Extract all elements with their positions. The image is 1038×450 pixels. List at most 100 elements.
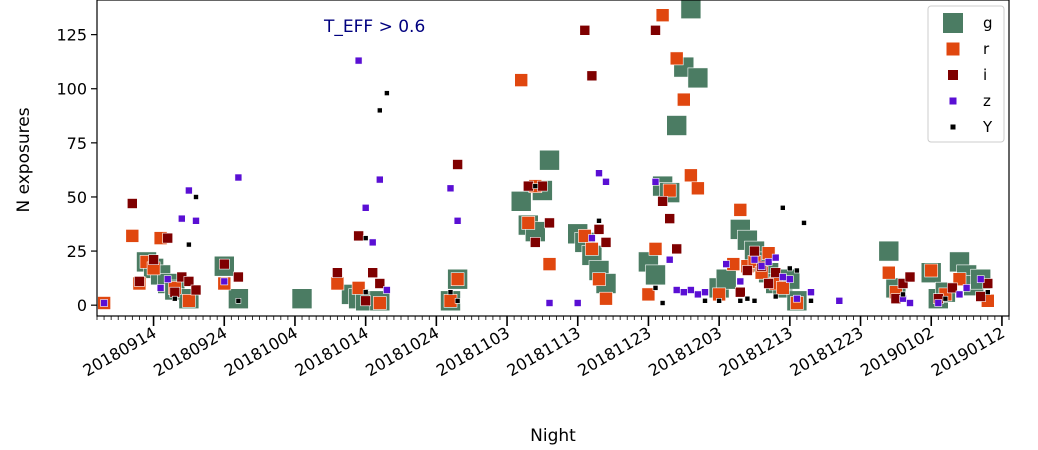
data-point-Y xyxy=(532,183,539,189)
data-point-z xyxy=(100,299,108,307)
x-tick-label: 20181113 xyxy=(504,323,584,380)
data-point-i xyxy=(770,267,782,279)
x-tick-label: 20181024 xyxy=(362,323,442,380)
data-point-z xyxy=(156,284,165,292)
data-point-i xyxy=(332,267,343,279)
y-tick-label: 25 xyxy=(67,242,87,261)
data-point-i xyxy=(127,198,138,209)
data-point-z xyxy=(962,284,971,292)
data-point-i xyxy=(522,180,534,192)
data-point-i xyxy=(897,278,909,289)
data-point-g xyxy=(291,288,313,310)
data-point-i xyxy=(183,276,195,287)
data-point-z xyxy=(757,262,766,271)
data-point-i xyxy=(353,230,364,242)
legend-entry-z: z xyxy=(949,92,991,110)
data-point-z xyxy=(573,299,582,307)
data-point-z xyxy=(192,217,200,225)
data-point-i xyxy=(763,278,774,289)
data-point-r xyxy=(125,229,140,243)
data-point-i xyxy=(664,213,676,224)
data-point-r xyxy=(676,92,691,107)
data-point-r xyxy=(733,203,748,217)
data-point-r xyxy=(662,183,677,198)
data-point-i xyxy=(529,237,541,248)
data-point-g xyxy=(680,0,702,20)
data-point-i xyxy=(947,282,958,294)
legend-marker xyxy=(949,97,957,105)
series-g xyxy=(136,0,992,312)
series-z xyxy=(100,56,985,307)
data-point-r xyxy=(521,216,536,230)
data-point-z xyxy=(793,294,801,303)
data-point-z xyxy=(383,286,391,294)
data-point-z xyxy=(771,253,780,262)
data-point-r xyxy=(648,242,663,256)
data-point-z xyxy=(375,175,384,184)
data-point-g xyxy=(687,67,709,89)
y-tick-label: 125 xyxy=(56,26,87,45)
data-point-z xyxy=(764,258,773,266)
data-point-r xyxy=(542,257,557,271)
x-tick-label: 20190102 xyxy=(857,323,937,380)
data-point-g xyxy=(645,264,666,286)
data-point-z xyxy=(185,186,193,195)
data-point-z xyxy=(976,275,985,284)
data-point-r xyxy=(669,51,684,66)
data-point-i xyxy=(233,271,244,283)
data-point-z xyxy=(785,275,794,284)
data-point-i xyxy=(360,295,372,307)
data-point-r xyxy=(450,272,465,287)
data-point-z xyxy=(807,288,815,297)
data-point-i xyxy=(134,276,145,287)
data-point-i xyxy=(593,224,605,235)
data-point-Y xyxy=(900,291,906,298)
x-tick-label: 20181223 xyxy=(786,323,866,380)
x-tick-label: 20180914 xyxy=(80,323,160,380)
data-point-z xyxy=(778,273,787,281)
data-point-z xyxy=(446,184,455,193)
data-point-z xyxy=(361,204,370,212)
data-point-r xyxy=(372,296,387,310)
data-point-i xyxy=(452,159,463,170)
legend-label: z xyxy=(983,92,991,110)
data-point-r xyxy=(514,73,529,87)
legend-label: r xyxy=(983,40,990,58)
data-point-z xyxy=(722,260,731,268)
data-point-r xyxy=(330,276,345,291)
data-point-r xyxy=(182,293,196,308)
data-point-Y xyxy=(447,289,454,296)
data-point-r xyxy=(655,8,670,22)
data-point-Y xyxy=(186,241,192,248)
legend-entry-r: r xyxy=(946,40,990,58)
data-point-g xyxy=(715,268,737,290)
data-point-i xyxy=(650,24,661,36)
data-point-Y xyxy=(751,297,758,304)
data-point-z xyxy=(178,214,186,223)
data-point-r xyxy=(775,281,790,295)
data-point-Y xyxy=(596,218,602,224)
data-point-z xyxy=(955,290,964,299)
plot-marks xyxy=(97,0,995,312)
data-point-Y xyxy=(384,90,390,96)
legend-entry-Y: Y xyxy=(950,118,993,136)
x-axis-label: Night xyxy=(530,426,576,446)
x-tick-label: 20181014 xyxy=(292,323,372,380)
data-point-z xyxy=(163,275,172,284)
data-point-r xyxy=(592,272,606,287)
data-point-i xyxy=(537,180,548,192)
x-tick-label: 20181123 xyxy=(574,323,654,380)
data-point-i xyxy=(367,267,379,279)
data-point-z xyxy=(220,277,229,286)
data-point-i xyxy=(975,291,987,302)
data-point-Y xyxy=(454,297,461,304)
data-point-i xyxy=(162,232,173,244)
data-point-i xyxy=(600,237,612,248)
data-point-Y xyxy=(362,289,369,296)
data-point-z xyxy=(906,299,914,307)
legend-entry-g: g xyxy=(943,13,993,33)
data-point-i xyxy=(219,258,230,270)
